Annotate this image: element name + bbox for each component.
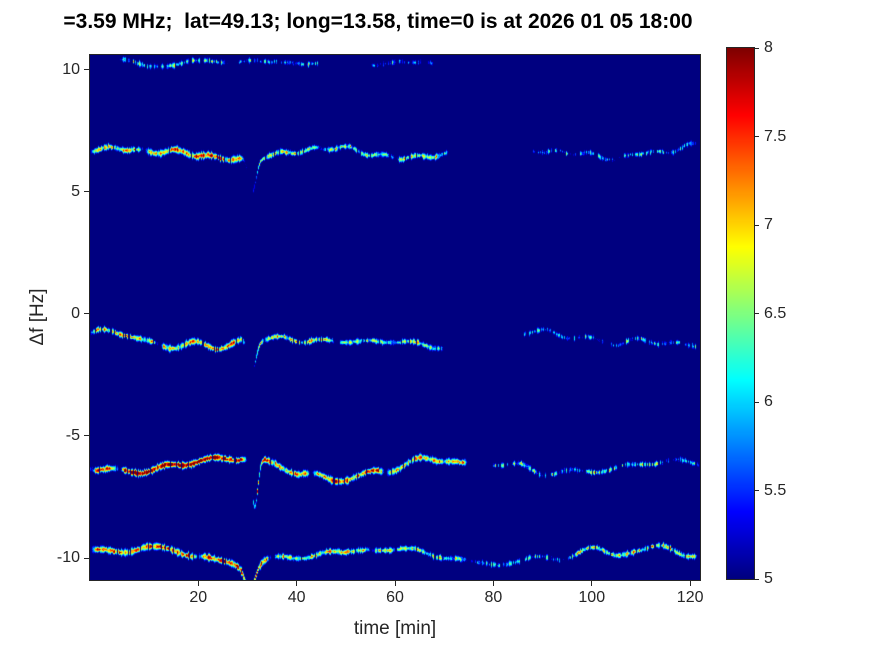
colorbar-tick xyxy=(755,578,759,580)
chart-title: =3.59 MHz; lat=49.13; long=13.58, time=0… xyxy=(63,10,693,33)
x-tick xyxy=(591,581,593,586)
x-tick-label: 80 xyxy=(484,589,503,606)
colorbar-tick-label: 7.5 xyxy=(764,127,787,145)
y-tick xyxy=(84,435,89,437)
colorbar-tick-label: 5.5 xyxy=(764,481,787,499)
x-tick-label: 60 xyxy=(386,589,404,606)
colorbar-tick xyxy=(755,47,759,49)
plot-area xyxy=(89,54,701,581)
colorbar-tick-label: 7 xyxy=(764,216,773,233)
y-tick xyxy=(84,191,89,193)
y-tick-label: 0 xyxy=(71,304,80,322)
colorbar-tick-label: 5 xyxy=(764,570,773,587)
heatmap-canvas xyxy=(90,55,700,580)
x-tick-label: 40 xyxy=(287,589,306,606)
y-tick-label: 5 xyxy=(71,182,80,200)
x-tick-label: 120 xyxy=(676,589,704,606)
x-tick-label: 20 xyxy=(189,589,208,606)
x-tick xyxy=(689,581,691,586)
x-tick xyxy=(394,581,396,586)
x-tick xyxy=(197,581,199,586)
colorbar-tick-label: 6.5 xyxy=(764,304,787,322)
colorbar-tick xyxy=(755,224,759,226)
colorbar-canvas xyxy=(727,48,754,579)
colorbar-tick xyxy=(755,313,759,314)
y-tick xyxy=(84,313,89,315)
colorbar-tick-label: 8 xyxy=(764,39,773,56)
x-tick xyxy=(492,581,494,586)
colorbar-tick xyxy=(755,136,759,137)
x-tick-label: 100 xyxy=(578,589,606,606)
colorbar xyxy=(726,47,755,580)
y-tick-label: 10 xyxy=(62,60,80,78)
y-tick xyxy=(84,69,89,71)
colorbar-tick xyxy=(755,490,759,491)
y-tick xyxy=(84,557,89,559)
colorbar-tick xyxy=(755,401,759,403)
y-tick-label: -10 xyxy=(56,549,80,567)
colorbar-tick-label: 6 xyxy=(764,393,773,410)
y-tick-label: -5 xyxy=(65,426,80,444)
x-tick xyxy=(296,581,298,586)
x-axis-label: time [min] xyxy=(353,618,437,639)
